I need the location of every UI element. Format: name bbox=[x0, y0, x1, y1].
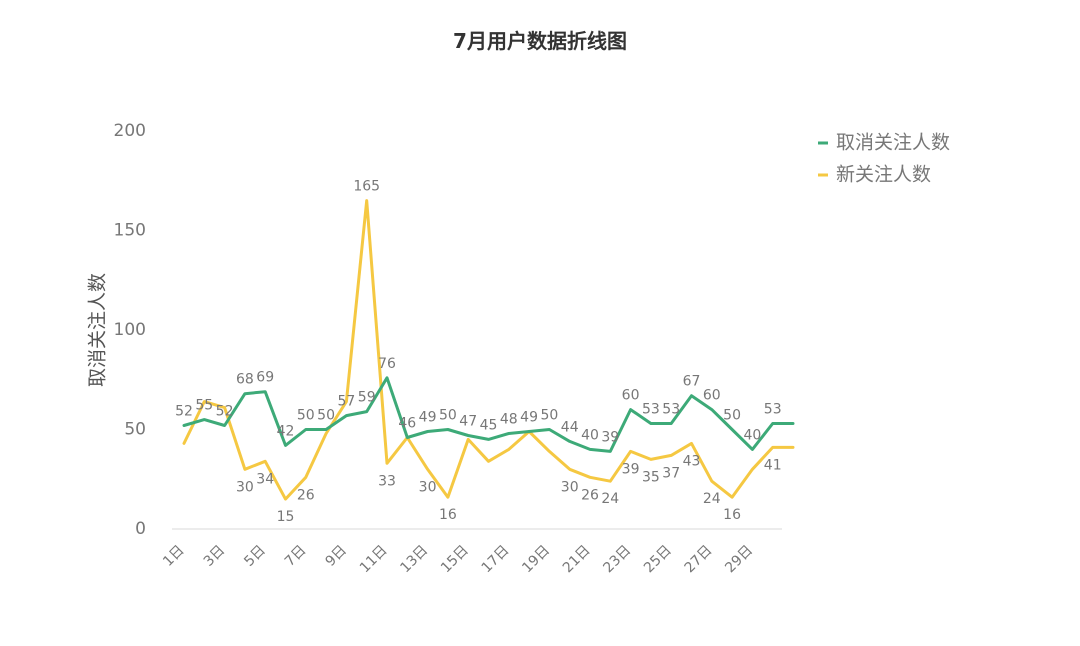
data-label: 16 bbox=[723, 507, 741, 523]
y-tick-label: 150 bbox=[114, 221, 146, 241]
data-label: 47 bbox=[459, 413, 477, 429]
chart-title: 7月用户数据折线图 bbox=[453, 29, 627, 53]
data-label: 44 bbox=[561, 419, 579, 435]
data-label: 15 bbox=[277, 509, 295, 525]
data-label: 33 bbox=[378, 473, 396, 489]
data-label: 60 bbox=[703, 388, 721, 404]
x-tick-label: 13日 bbox=[397, 542, 431, 576]
x-tick-label: 23日 bbox=[600, 542, 634, 576]
data-label: 69 bbox=[256, 370, 274, 386]
data-label: 49 bbox=[520, 409, 538, 425]
data-label: 50 bbox=[540, 408, 558, 424]
data-label: 59 bbox=[358, 390, 376, 406]
y-tick-label: 100 bbox=[114, 320, 146, 340]
data-label: 40 bbox=[581, 427, 599, 443]
data-label: 165 bbox=[353, 179, 380, 195]
data-label: 49 bbox=[419, 409, 437, 425]
data-label: 52 bbox=[216, 404, 234, 420]
series-lines bbox=[182, 199, 795, 501]
data-label: 48 bbox=[500, 411, 518, 427]
x-tick-label: 25日 bbox=[641, 542, 675, 576]
data-label: 50 bbox=[723, 408, 741, 424]
data-label: 50 bbox=[297, 408, 315, 424]
data-label: 40 bbox=[743, 427, 761, 443]
y-axis-label: 取消关注人数 bbox=[87, 273, 109, 387]
data-label: 68 bbox=[236, 372, 254, 388]
legend-label: 取消关注人数 bbox=[836, 132, 950, 154]
data-label: 53 bbox=[642, 402, 660, 418]
data-label: 50 bbox=[317, 408, 335, 424]
data-label: 34 bbox=[256, 471, 274, 487]
data-label: 24 bbox=[601, 491, 619, 507]
data-label: 30 bbox=[561, 479, 579, 495]
data-label: 39 bbox=[622, 461, 640, 477]
x-tick-labels: 1日 3日 5日 7日 9日 11日 13日 15日 17日 19日 21日 23日 25日 27日 29日 bbox=[160, 542, 756, 576]
data-label: 30 bbox=[419, 479, 437, 495]
data-label: 60 bbox=[622, 388, 640, 404]
data-label: 24 bbox=[703, 491, 721, 507]
y-tick-label: 200 bbox=[114, 121, 146, 141]
data-label: 42 bbox=[277, 423, 295, 439]
y-tick-label: 0 bbox=[135, 519, 146, 539]
x-tick-label: 21日 bbox=[560, 542, 594, 576]
legend-label: 新关注人数 bbox=[836, 164, 931, 186]
data-label: 30 bbox=[236, 479, 254, 495]
data-label: 53 bbox=[662, 402, 680, 418]
data-label: 35 bbox=[642, 469, 660, 485]
data-label: 26 bbox=[581, 487, 599, 503]
data-label: 26 bbox=[297, 487, 315, 503]
x-tick-label: 19日 bbox=[519, 542, 553, 576]
data-label: 50 bbox=[439, 408, 457, 424]
data-label: 43 bbox=[683, 453, 701, 469]
data-label: 39 bbox=[601, 429, 619, 445]
y-tick-label: 50 bbox=[124, 420, 146, 440]
data-label: 46 bbox=[398, 415, 416, 431]
series-line bbox=[182, 376, 795, 453]
data-label: 45 bbox=[480, 417, 498, 433]
x-tick-label: 3日 bbox=[201, 542, 229, 570]
data-label: 57 bbox=[337, 394, 355, 410]
x-tick-label: 11日 bbox=[357, 542, 391, 576]
series-line bbox=[182, 199, 795, 501]
x-tick-label: 7日 bbox=[282, 542, 310, 570]
data-label: 52 bbox=[175, 404, 193, 420]
y-tick-labels: 0 50 100 150 200 bbox=[114, 121, 146, 539]
data-label: 55 bbox=[195, 398, 213, 414]
data-label: 16 bbox=[439, 507, 457, 523]
x-tick-label: 29日 bbox=[722, 542, 756, 576]
data-label: 41 bbox=[764, 457, 782, 473]
data-label: 76 bbox=[378, 356, 396, 372]
data-label: 37 bbox=[662, 465, 680, 481]
x-tick-label: 5日 bbox=[241, 542, 269, 570]
x-tick-label: 17日 bbox=[479, 542, 513, 576]
x-tick-label: 15日 bbox=[438, 542, 472, 576]
data-label: 67 bbox=[683, 374, 701, 390]
x-tick-label: 1日 bbox=[160, 542, 188, 570]
x-tick-label: 9日 bbox=[323, 542, 351, 570]
data-label: 53 bbox=[764, 402, 782, 418]
x-tick-label: 27日 bbox=[682, 542, 716, 576]
